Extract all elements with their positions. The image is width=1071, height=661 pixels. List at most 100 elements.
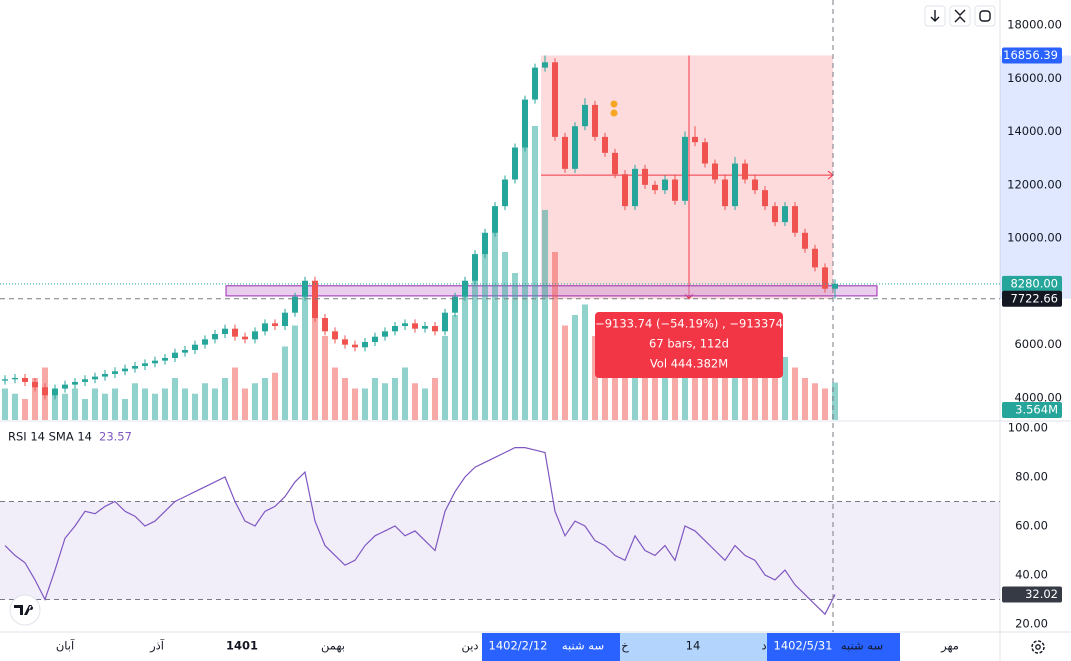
candle-body xyxy=(332,331,338,340)
candle-body xyxy=(402,323,408,327)
candle-body xyxy=(752,179,758,191)
candle-body xyxy=(42,387,48,396)
toolbar xyxy=(924,5,996,27)
candle-body xyxy=(392,326,398,332)
candle-body xyxy=(302,280,308,297)
settings[interactable] xyxy=(1031,640,1045,654)
candle-body xyxy=(182,349,188,353)
volume-bar xyxy=(172,378,178,420)
volume-bar xyxy=(572,315,578,420)
candle-body xyxy=(32,381,38,388)
candle-body xyxy=(542,62,548,68)
y-tick-label: 18000.00 xyxy=(1007,17,1062,31)
logo-mark xyxy=(14,605,34,615)
time-label: د xyxy=(761,639,766,653)
reset-button[interactable] xyxy=(974,5,996,27)
volume-bar xyxy=(112,388,118,420)
candle-body xyxy=(522,99,528,148)
volume-bar xyxy=(482,241,488,420)
candle-body xyxy=(742,163,748,180)
volume-bar xyxy=(122,399,128,420)
candle-body xyxy=(152,360,158,364)
collapse-button[interactable] xyxy=(949,5,971,27)
candle-body xyxy=(112,371,118,374)
candle-body xyxy=(772,206,778,223)
rsi-line xyxy=(4,447,836,616)
volume-bar xyxy=(742,357,748,420)
tv-logo xyxy=(9,594,41,626)
time-highlight-day: سه شنبه xyxy=(562,639,604,653)
volume-bar xyxy=(22,399,28,420)
time-label: مهر xyxy=(940,639,959,654)
time-label: آذر xyxy=(149,639,165,654)
volume-bar xyxy=(302,294,308,420)
volume-bar xyxy=(202,383,208,420)
candle-body xyxy=(682,136,688,201)
candle-body xyxy=(122,368,128,372)
volume-bar xyxy=(292,325,298,420)
volume-bar xyxy=(132,383,138,420)
volume-bar xyxy=(592,336,598,420)
volume-bar xyxy=(802,378,808,420)
candle-body xyxy=(782,206,788,223)
volume-bar xyxy=(582,304,588,420)
candle-body xyxy=(422,326,428,329)
candle-body xyxy=(252,331,258,340)
volume-bar xyxy=(242,388,248,420)
volume-bar xyxy=(62,393,68,420)
volume-bar xyxy=(772,378,778,420)
volume-bar xyxy=(312,315,318,420)
candle-body xyxy=(242,336,248,340)
candle-body xyxy=(92,376,98,380)
settings-icon[interactable] xyxy=(1031,640,1045,654)
candle-body xyxy=(452,296,458,313)
candle-body xyxy=(652,184,658,191)
volume-bar xyxy=(12,393,18,420)
volume-bar xyxy=(512,273,518,420)
candle-body xyxy=(822,267,828,289)
candle-body xyxy=(702,142,708,164)
candle-body xyxy=(322,318,328,332)
time-highlight-date: 1402/2/12 xyxy=(489,639,548,653)
candle-body xyxy=(492,206,498,233)
settings-icon-center xyxy=(1035,644,1041,650)
candle-body xyxy=(562,136,568,169)
time-highlight-end xyxy=(767,633,900,661)
time-label: 1401 xyxy=(226,639,258,653)
candle-body xyxy=(632,168,638,207)
volume-bar xyxy=(412,383,418,420)
candle-body xyxy=(502,179,508,207)
candle-body xyxy=(712,163,718,180)
candle-body xyxy=(622,174,628,207)
candle-body xyxy=(572,126,578,169)
candle-body xyxy=(72,381,78,385)
rsi-tick-label: 80.00 xyxy=(1015,470,1048,484)
plot: 18000.00 16000.00 14000.00 12000.00 10000.00… xyxy=(0,0,1071,632)
volume-badge: 3.564M xyxy=(1015,403,1058,417)
volume-bar xyxy=(212,388,218,420)
time-highlight-day: سه شنبه xyxy=(841,639,883,653)
volume-bar xyxy=(282,346,288,420)
volume-bar xyxy=(392,378,398,420)
collapse-icon xyxy=(954,9,966,23)
volume-bar xyxy=(762,367,768,420)
candle-body xyxy=(792,206,798,233)
rsi-sma: 23.57 xyxy=(99,430,132,444)
event-dot xyxy=(610,109,618,117)
candle-body xyxy=(732,163,738,207)
measure-tooltip-line: 67 bars, 112d xyxy=(649,337,729,351)
volume-bar xyxy=(442,336,448,420)
volume-bar xyxy=(662,346,668,420)
y-tick-label: 6000.00 xyxy=(1014,337,1062,351)
y-tick-label: 4000.00 xyxy=(1014,390,1062,404)
rsi-tick-label: 20.00 xyxy=(1015,616,1048,630)
volume-bar xyxy=(142,388,148,420)
candle-body xyxy=(62,384,68,389)
support-zone xyxy=(225,285,878,297)
volume-bar xyxy=(702,346,708,420)
volume-bar xyxy=(32,378,38,420)
rsi-tick-label: 60.00 xyxy=(1015,519,1048,533)
y-tick-label: 12000.00 xyxy=(1007,177,1062,191)
high-badge-bg xyxy=(1002,47,1062,64)
